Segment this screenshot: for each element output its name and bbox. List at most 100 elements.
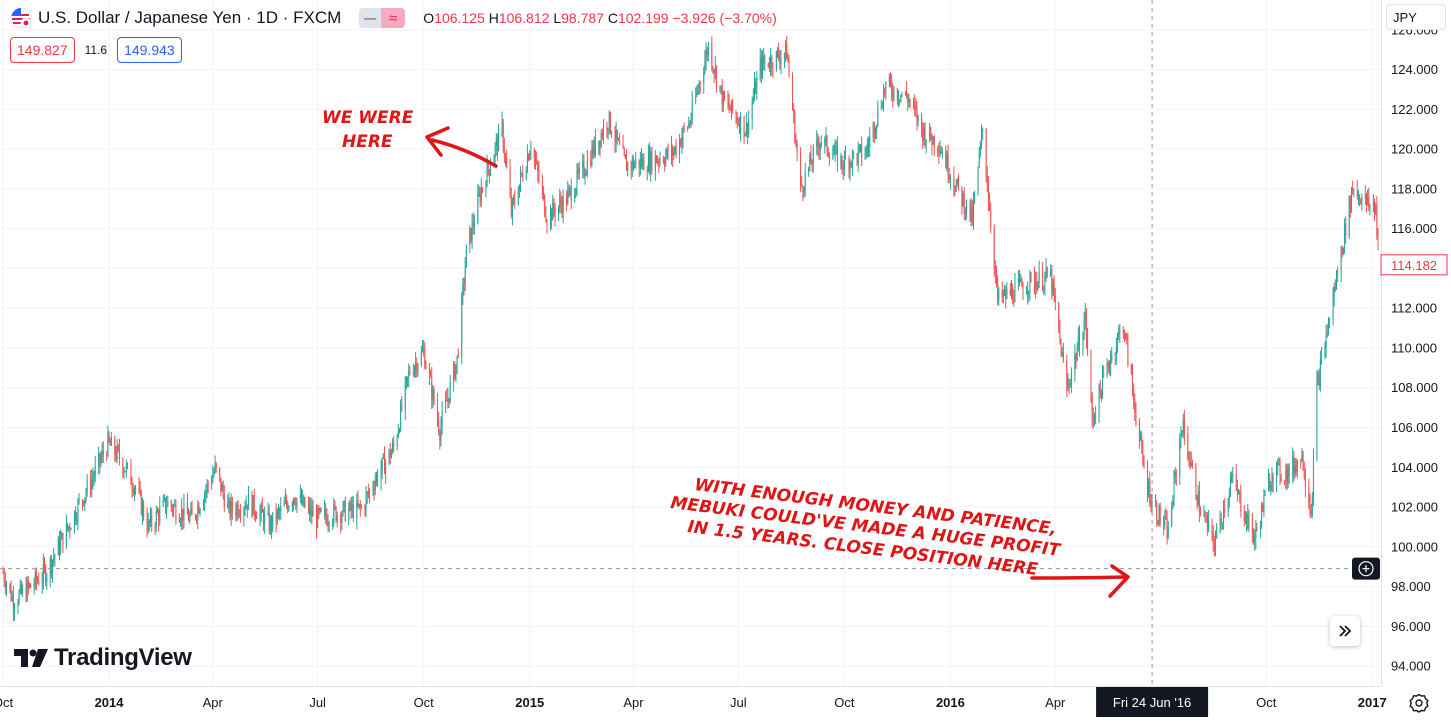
- candle-body: [1302, 451, 1304, 470]
- candle-body: [502, 121, 504, 148]
- candle-body: [86, 479, 88, 493]
- candle-body: [85, 492, 87, 498]
- candle-body: [58, 538, 60, 553]
- candle-body: [430, 374, 432, 377]
- candle-body: [1006, 288, 1008, 299]
- tradingview-logo[interactable]: TradingView: [14, 644, 192, 672]
- candle-body: [1342, 248, 1344, 254]
- candle-body: [377, 474, 379, 483]
- indicator-badges[interactable]: — ≈: [359, 8, 406, 28]
- candle-body: [150, 513, 152, 524]
- candle-body: [816, 139, 818, 147]
- candle-body: [982, 129, 984, 133]
- candle-body: [649, 153, 651, 172]
- candle-body: [856, 154, 858, 163]
- candle-body: [437, 402, 439, 421]
- candle-body: [420, 351, 422, 365]
- sell-button[interactable]: 149.827: [10, 37, 75, 63]
- currency-button[interactable]: JPY: [1386, 4, 1446, 30]
- price-tick-label: 106.000: [1391, 420, 1438, 435]
- candle-body: [1135, 413, 1137, 424]
- candle-body: [186, 503, 188, 515]
- candle-body: [404, 381, 406, 410]
- candle-body: [1246, 513, 1248, 523]
- candle-body: [969, 199, 971, 219]
- candle-body: [471, 222, 473, 242]
- candle-body: [1159, 506, 1161, 523]
- candle-body: [503, 147, 505, 156]
- candle-body: [412, 373, 414, 375]
- grid: [0, 0, 1381, 686]
- candle-body: [26, 580, 28, 600]
- candle-body: [558, 206, 560, 217]
- price-tick-label: 104.000: [1391, 460, 1438, 475]
- candle-body: [1115, 347, 1117, 356]
- candle-body: [893, 88, 895, 99]
- candle-body: [817, 139, 819, 146]
- candle-body: [1240, 493, 1242, 512]
- current-price-label-bg: [1380, 254, 1448, 276]
- candle-body: [106, 455, 108, 457]
- candle-body: [647, 153, 649, 172]
- candle-body: [1035, 282, 1037, 289]
- candle-body: [1100, 391, 1102, 399]
- chart-settings-button[interactable]: [1406, 690, 1432, 716]
- candle-body: [997, 278, 999, 300]
- candle-body: [745, 123, 747, 134]
- candle-body: [1255, 527, 1257, 539]
- candle-body: [913, 101, 915, 104]
- time-tick-label: Apr: [623, 695, 644, 710]
- candle-body: [561, 204, 563, 214]
- candle-body: [93, 476, 95, 479]
- candle-body: [698, 82, 700, 90]
- candle-body: [1166, 518, 1168, 539]
- candle-body: [423, 349, 425, 351]
- candle-body: [94, 465, 96, 477]
- approx-icon[interactable]: ≈: [381, 8, 406, 28]
- candle-body: [662, 159, 664, 163]
- candle-body: [526, 154, 528, 171]
- candle-body: [1359, 194, 1361, 201]
- candle-body: [1350, 189, 1352, 211]
- symbol-title[interactable]: U.S. Dollar / Japanese Yen · 1D · FXCM: [38, 8, 342, 27]
- candle-body: [923, 127, 925, 141]
- candle-body: [743, 116, 745, 137]
- candle-body: [254, 513, 256, 517]
- candle-body: [405, 377, 407, 382]
- candle-body: [390, 451, 392, 458]
- candle-body: [724, 92, 726, 100]
- candle-body: [505, 155, 507, 158]
- buy-button[interactable]: 149.943: [117, 37, 182, 63]
- candle-body: [994, 268, 996, 273]
- candle-body: [252, 495, 254, 516]
- candle-body: [1321, 355, 1323, 361]
- candle-body: [1050, 269, 1052, 277]
- candle-body: [615, 129, 617, 143]
- candle-body: [341, 514, 343, 523]
- candle-body: [1174, 472, 1176, 478]
- candle-body: [819, 143, 821, 151]
- candle-body: [1206, 517, 1208, 529]
- candle-body: [351, 504, 353, 511]
- candle-body: [570, 187, 572, 202]
- time-tick-label: Oct: [834, 695, 855, 710]
- candle-body: [989, 201, 991, 211]
- minus-icon[interactable]: —: [359, 8, 382, 28]
- candle-body: [367, 492, 369, 495]
- candle-body: [521, 172, 523, 174]
- candle-body: [1316, 379, 1318, 457]
- candle-body: [964, 211, 966, 214]
- candle-body: [763, 56, 765, 64]
- candle-body: [786, 42, 788, 60]
- candle-body: [440, 425, 442, 441]
- candle-body: [1195, 465, 1197, 497]
- candle-body: [292, 498, 294, 504]
- candle-body: [513, 198, 515, 200]
- candle-body: [795, 142, 797, 144]
- scroll-to-realtime-button[interactable]: [1330, 616, 1360, 646]
- candle-body: [455, 364, 457, 379]
- candle-body: [389, 449, 391, 458]
- candle-body: [485, 186, 487, 189]
